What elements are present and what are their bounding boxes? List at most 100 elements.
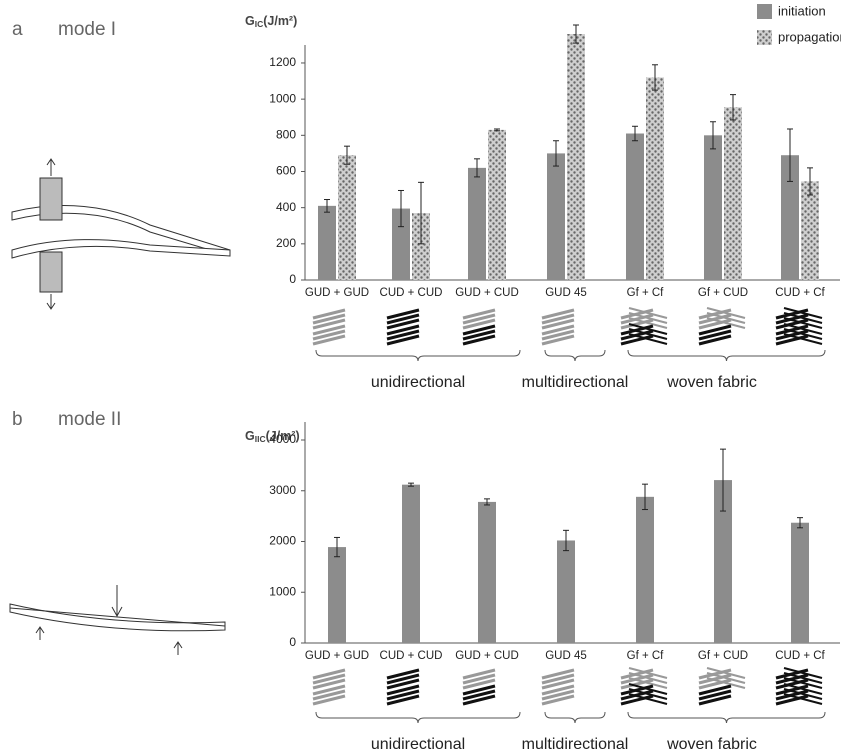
bar: [781, 155, 799, 280]
fiber: [620, 318, 654, 330]
fiber: [628, 317, 668, 329]
fiber: [628, 677, 668, 689]
fiber: [783, 312, 823, 324]
fiber-icon: [312, 668, 346, 706]
fiber: [706, 672, 746, 684]
y-tick-label: 0: [289, 635, 296, 649]
mode-label: mode I: [58, 19, 116, 40]
fiber: [628, 307, 668, 319]
fiber: [628, 328, 668, 340]
error-bar: [418, 181, 424, 245]
fiber: [312, 694, 346, 706]
fiber: [698, 308, 732, 320]
legend-label: propagation: [778, 29, 841, 44]
fiber: [386, 308, 420, 320]
fiber: [628, 333, 668, 345]
group-bracket: [627, 349, 826, 362]
fiber-icon: [698, 667, 746, 706]
legend-swatch: [757, 30, 772, 45]
fiber: [620, 308, 654, 320]
fiber: [620, 694, 654, 706]
fiber: [783, 317, 823, 329]
fiber: [386, 334, 420, 346]
fiber: [620, 324, 654, 336]
fiber: [462, 673, 496, 685]
bar: [714, 480, 732, 643]
group-bracket: [627, 711, 826, 724]
legend-swatch: [757, 4, 772, 19]
y-axis-label-part: (J/m²): [263, 14, 297, 28]
fiber: [628, 683, 668, 695]
y-axis-label: GIIC(J/m²): [245, 429, 300, 444]
fiber: [541, 684, 575, 696]
error-bar: [408, 482, 414, 487]
fiber: [541, 334, 575, 346]
panel-label: b: [12, 409, 23, 430]
fiber: [698, 689, 732, 701]
fiber: [783, 667, 823, 679]
error-bar: [710, 121, 716, 150]
mode-label: mode II: [58, 409, 121, 430]
y-tick-label: 0: [289, 272, 296, 286]
x-tick-label: Gf + Cf: [627, 650, 665, 662]
x-tick-label: CUD + CUD: [380, 650, 443, 662]
fiber: [312, 308, 346, 320]
fiber: [312, 684, 346, 696]
bar: [478, 501, 496, 643]
fiber: [698, 668, 732, 680]
fiber: [462, 329, 496, 341]
error-bar: [484, 498, 490, 506]
fiber: [541, 329, 575, 341]
fiber-icon: [386, 668, 420, 706]
bar: [724, 107, 742, 280]
y-axis-label: GIC(J/m²): [245, 14, 297, 29]
fiber: [386, 313, 420, 325]
x-tick-label: Gf + CUD: [698, 287, 748, 299]
group-bracket: [315, 349, 521, 362]
panel-label: a: [12, 19, 23, 40]
error-bar: [474, 158, 480, 178]
fiber: [541, 668, 575, 680]
fiber: [783, 672, 823, 684]
group-label: unidirectional: [371, 736, 465, 753]
y-tick-label: 2000: [269, 534, 296, 548]
fiber: [783, 333, 823, 345]
fiber: [628, 667, 668, 679]
fiber-icon: [775, 667, 823, 706]
group-label: woven fabric: [666, 374, 757, 391]
bar: [328, 547, 346, 643]
fiber: [775, 318, 809, 330]
fiber: [698, 324, 732, 336]
fiber: [386, 673, 420, 685]
fiber: [783, 328, 823, 340]
error-bar: [334, 536, 340, 558]
bar: [468, 167, 486, 280]
fiber: [706, 667, 746, 679]
fiber: [541, 318, 575, 330]
y-tick-label: 400: [276, 200, 296, 214]
error-bar: [787, 128, 793, 182]
fiber: [462, 684, 496, 696]
fiber: [706, 677, 746, 689]
error-bar: [720, 448, 726, 512]
fiber: [541, 313, 575, 325]
x-tick-label: GUD + CUD: [455, 650, 519, 662]
fiber: [541, 694, 575, 706]
fiber: [312, 313, 346, 325]
fiber: [706, 317, 746, 329]
legend-label: initiation: [778, 3, 826, 18]
fiber: [462, 678, 496, 690]
fiber-icon: [541, 668, 575, 706]
error-bar: [632, 125, 638, 142]
fiber: [541, 324, 575, 336]
fiber-icon: [698, 307, 746, 346]
fiber: [775, 334, 809, 346]
bar: [547, 153, 565, 280]
bar: [646, 77, 664, 280]
fiber: [698, 678, 732, 690]
fiber-icon: [620, 667, 668, 706]
fiber: [386, 689, 420, 701]
fiber: [698, 694, 732, 706]
bar: [318, 205, 336, 280]
bar: [557, 540, 575, 643]
